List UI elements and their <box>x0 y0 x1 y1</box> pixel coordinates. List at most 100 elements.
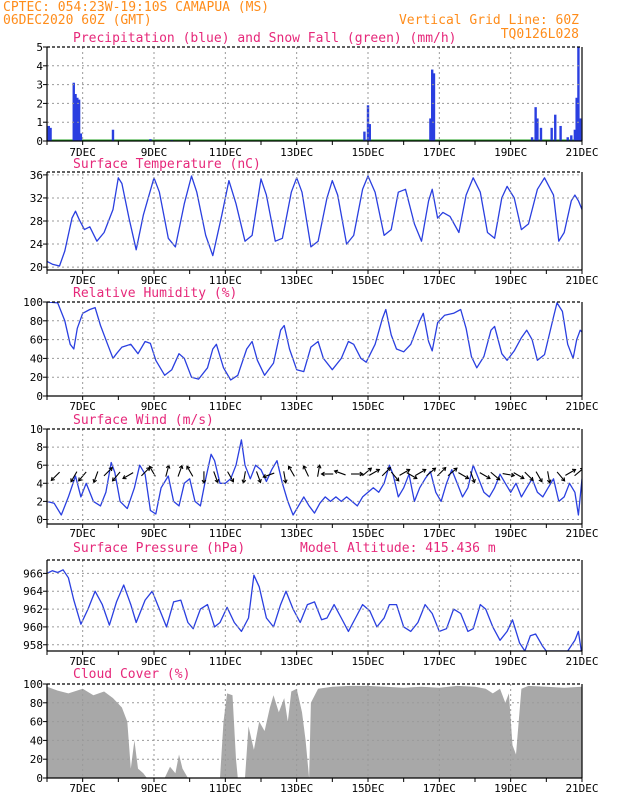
pressure-xtick-label: 17DEC <box>423 655 456 668</box>
wind-arrow <box>50 471 60 482</box>
wind-arrow <box>415 468 427 476</box>
wind-arrow-head <box>510 472 516 478</box>
wind-arrow-head <box>282 479 288 484</box>
humidity-plot-area <box>47 302 582 381</box>
wind-arrow-shaft <box>303 465 310 477</box>
wind-arrow <box>479 472 491 480</box>
wind-arrow <box>241 471 247 484</box>
precip-bar <box>536 118 539 141</box>
wind-arrow-head <box>320 471 325 477</box>
precip-bar <box>49 127 52 141</box>
wind-xtick-label: 21DEC <box>565 527 598 540</box>
cloud-xtick-label: 13DEC <box>280 782 313 795</box>
wind-arrow-head <box>572 468 577 473</box>
wind-arrow-head <box>302 464 307 470</box>
wind-arrow <box>302 464 310 477</box>
cloud-cover-panel: Cloud Cover (%) 0 20 40 60 80 100 7DEC 9DEC 11DEC… <box>23 667 598 795</box>
wind-arrow-head <box>78 477 83 482</box>
wind-arrow <box>502 472 516 478</box>
wind-arrow-head <box>316 464 322 469</box>
wind-arrow-shaft <box>502 472 515 477</box>
wind-arrow-head <box>386 466 392 472</box>
humidity-series-line <box>47 302 582 381</box>
precip-bar <box>72 82 75 141</box>
wind-arrow-head <box>122 475 127 480</box>
wind-arrow-shaft <box>317 465 321 477</box>
humidity-title: Relative Humidity (%) <box>73 286 237 301</box>
precip-xtick-label: 13DEC <box>280 146 313 159</box>
wind-arrow-head <box>453 467 458 472</box>
temperature-title: Surface Temperature (nC) <box>73 157 261 172</box>
wind-arrow-head <box>413 475 418 480</box>
wind-xtick-label: 11DEC <box>209 527 242 540</box>
wind-arrow-shaft <box>122 472 134 479</box>
precip-ytick-label: 5 <box>36 41 43 54</box>
precip-xtick-label: 7DEC <box>69 146 96 159</box>
wind-arrow-shaft <box>227 471 234 483</box>
precip-bar <box>429 118 432 141</box>
wind-arrow <box>92 471 99 484</box>
precip-bar <box>149 139 152 141</box>
wind-xtick-label: 13DEC <box>280 527 313 540</box>
wind-arrow <box>213 471 220 484</box>
cloud-ytick-label: 40 <box>30 734 43 747</box>
humidity-xtick-label: 13DEC <box>280 400 313 413</box>
wind-arrow-shaft <box>479 472 491 479</box>
precip-title: Precipitation (blue) and Snow Fall (gree… <box>73 31 457 46</box>
temperature-ytick-label: 36 <box>30 169 43 182</box>
temperature-xtick-label: 21DEC <box>565 274 598 287</box>
wind-arrow <box>381 466 392 477</box>
wind-arrow-head <box>214 478 220 484</box>
pressure-xtick-label: 13DEC <box>280 655 313 668</box>
temperature-xtick-label: 15DEC <box>351 274 384 287</box>
wind-arrow-head <box>230 478 235 483</box>
wind-arrow-head <box>359 471 364 477</box>
wind-arrow-shaft <box>574 468 582 477</box>
wind-arrow <box>333 469 346 476</box>
header-run-date: 06DEC2020 60Z (GMT) <box>3 13 152 28</box>
wind-arrow-shaft <box>283 471 287 483</box>
precip-xtick-label: 15DEC <box>351 146 384 159</box>
wind-arrow <box>320 471 334 477</box>
wind-arrow-shaft <box>458 472 469 479</box>
wind-arrow <box>282 471 288 484</box>
wind-arrow <box>165 464 171 477</box>
pressure-plot-area <box>47 569 582 651</box>
humidity-panel: Relative Humidity (%) 0 20 40 60 80 100 7DEC 9DE… <box>23 286 598 413</box>
precip-xtick-label: 19DEC <box>494 146 527 159</box>
cloud-xtick-label: 15DEC <box>351 782 384 795</box>
wind-arrow-head <box>529 476 534 482</box>
wind-arrow-shaft <box>213 471 219 483</box>
wind-arrow-shaft <box>406 472 418 479</box>
wind-arrow-head <box>471 478 476 484</box>
wind-arrow-head <box>406 468 411 473</box>
cloud-ytick-label: 20 <box>30 753 43 766</box>
wind-arrow <box>316 464 322 477</box>
cloud-xtick-label: 21DEC <box>565 782 598 795</box>
wind-arrow <box>227 471 235 483</box>
precip-bar <box>573 129 577 141</box>
pressure-panel: Surface Pressure (hPa) Model Altitude: 41… <box>23 541 598 668</box>
precip-bar <box>539 127 543 141</box>
wind-arrow <box>437 466 447 477</box>
precip-bar <box>577 47 580 141</box>
precipitation-panel: Precipitation (blue) and Snow Fall (gree… <box>36 31 598 159</box>
wind-arrow <box>177 464 184 477</box>
wind-ytick-label: 6 <box>36 459 43 472</box>
wind-arrow-head <box>367 467 373 472</box>
wind-arrow-head <box>580 467 582 472</box>
wind-arrow <box>399 468 411 476</box>
wind-arrow <box>362 467 373 477</box>
cloud-ytick-label: 100 <box>23 678 43 691</box>
wind-arrow <box>390 471 400 482</box>
wind-xtick-label: 15DEC <box>351 527 384 540</box>
temperature-ytick-label: 28 <box>30 215 43 228</box>
precip-bar <box>431 69 434 141</box>
wind-arrow <box>535 471 543 483</box>
humidity-ytick-label: 20 <box>30 371 43 384</box>
wind-panel: Surface Wind (m/s) 0 2 4 6 8 10 7DEC 9DEC 11DEC 13… <box>30 413 599 540</box>
temperature-xtick-label: 11DEC <box>209 274 242 287</box>
wind-arrow <box>490 471 501 481</box>
wind-arrow-head <box>375 468 381 473</box>
